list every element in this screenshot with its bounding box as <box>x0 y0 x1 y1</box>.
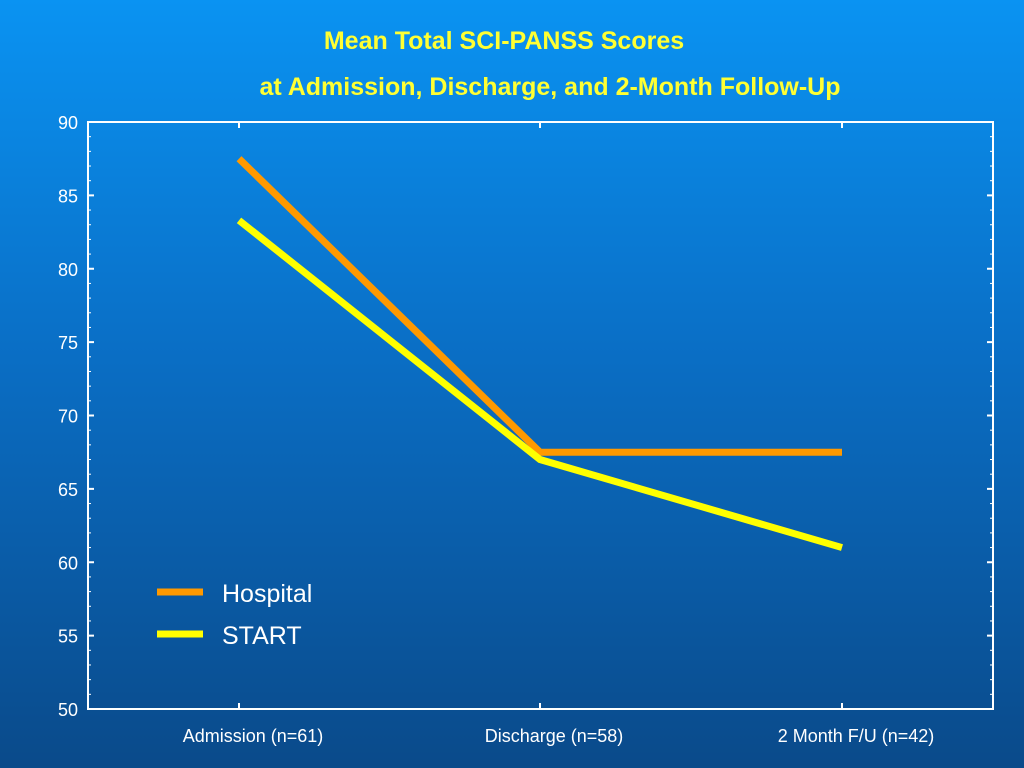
x-tick-label: 2 Month F/U (n=42) <box>778 726 935 746</box>
y-tick-label: 60 <box>58 553 78 573</box>
legend: Hospital START <box>157 580 312 650</box>
y-tick-label: 90 <box>58 113 78 133</box>
y-tick-label: 50 <box>58 700 78 720</box>
y-tick-label: 70 <box>58 407 78 427</box>
chart-subtitle: at Admission, Discharge, and 2-Month Fol… <box>259 73 841 101</box>
y-tick-label: 65 <box>58 480 78 500</box>
x-tick-label: Admission (n=61) <box>183 726 324 746</box>
x-axis: Admission (n=61) Discharge (n=58) 2 Month … <box>183 122 935 746</box>
plot-frame <box>87 121 994 710</box>
y-tick-label: 85 <box>58 186 78 206</box>
y-tick-label: 75 <box>58 333 78 353</box>
x-tick-label: Discharge (n=58) <box>485 726 624 746</box>
y-tick-label: 80 <box>58 260 78 280</box>
series-line-start <box>236 217 843 551</box>
legend-label: START <box>222 622 302 650</box>
series-lines <box>236 156 843 551</box>
chart-title: Mean Total SCI-PANSS Scores <box>323 27 685 55</box>
series-line-hospital <box>236 156 842 456</box>
legend-label: Hospital <box>222 580 312 608</box>
y-axis: 50 55 60 65 70 75 80 85 90 <box>58 113 993 720</box>
y-tick-label: 55 <box>58 627 78 647</box>
